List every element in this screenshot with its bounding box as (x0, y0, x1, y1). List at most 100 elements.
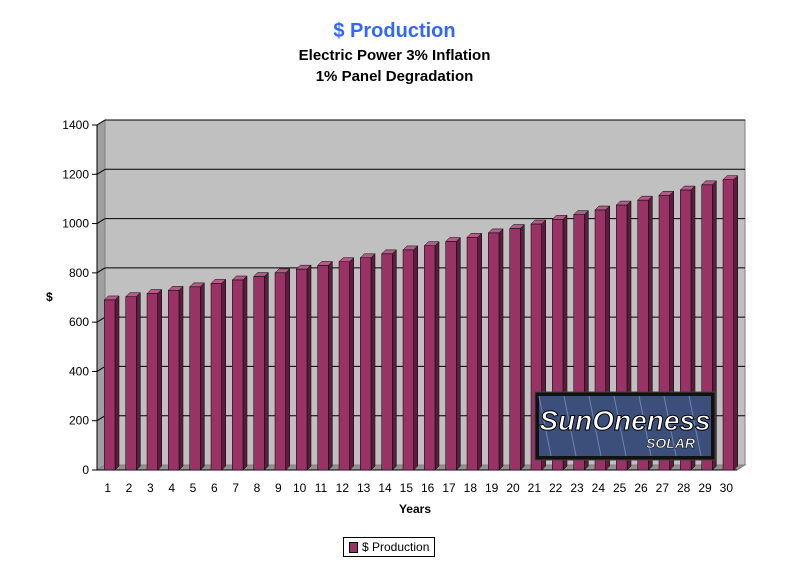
x-tick-label-3: 3 (147, 481, 154, 495)
bar-28 (680, 189, 692, 471)
x-tick-label-27: 27 (656, 481, 670, 495)
x-tick-label-17: 17 (442, 481, 456, 495)
y-tick-label-0: 0 (82, 463, 89, 477)
bar-side-12 (349, 257, 354, 471)
bar-side-30 (733, 175, 738, 471)
bar-23 (573, 214, 585, 471)
x-tick-label-9: 9 (275, 481, 282, 495)
legend-label: $ Production (362, 540, 430, 554)
bar-side-4 (178, 285, 184, 471)
logo-panel-line-6 (688, 395, 702, 457)
bar-side-20 (520, 223, 525, 471)
bar-side-17 (456, 236, 461, 471)
x-tick-label-25: 25 (613, 481, 627, 495)
x-tick-label-8: 8 (254, 481, 261, 495)
x-tick-label-16: 16 (421, 481, 435, 495)
x-tick-label-23: 23 (570, 481, 584, 495)
legend: $ Production (343, 537, 436, 557)
x-tick-label-24: 24 (592, 481, 606, 495)
x-tick-label-22: 22 (549, 481, 563, 495)
bar-side-10 (306, 264, 312, 471)
bar-22 (552, 219, 564, 471)
logo-panel-line-5 (663, 395, 677, 457)
x-tick-label-19: 19 (485, 481, 499, 495)
x-tick-label-7: 7 (232, 481, 239, 495)
logo-subtext: SOLAR (646, 435, 696, 451)
bar-8 (253, 276, 265, 471)
x-tick-label-5: 5 (190, 481, 197, 495)
x-tick-label-26: 26 (634, 481, 648, 495)
legend-swatch (349, 541, 358, 553)
bar-14 (381, 253, 393, 471)
gridline-diag-2 (96, 366, 106, 372)
gridline-diag-6 (96, 168, 106, 175)
logo-panel-line-2 (588, 395, 602, 457)
bar-24 (594, 209, 606, 471)
logo-text: SunOneness (539, 405, 710, 436)
bar-17 (445, 241, 457, 471)
gridline-diag-4 (96, 267, 106, 274)
chart-title: $ Production (333, 20, 456, 42)
x-tick-label-30: 30 (720, 481, 734, 495)
chart-subtitle-line-1: Electric Power 3% Inflation (298, 47, 491, 64)
x-tick-label-15: 15 (400, 481, 414, 495)
bar-30 (722, 179, 734, 471)
x-tick-label-29: 29 (698, 481, 712, 495)
bar-3 (146, 293, 158, 471)
bar-25 (616, 204, 628, 471)
bar-side-3 (157, 288, 162, 471)
x-tick-label-13: 13 (357, 481, 371, 495)
bar-9 (274, 272, 286, 471)
bar-side-15 (413, 245, 418, 471)
gridline-diag-3 (96, 316, 106, 323)
logo-panel-line-1 (563, 395, 577, 457)
bar-18 (466, 237, 478, 471)
bar-21 (530, 223, 542, 471)
bar-12 (338, 261, 350, 471)
bar-side-7 (242, 275, 248, 471)
bar-side-14 (392, 249, 397, 471)
bar-side-13 (370, 253, 376, 471)
bar-10 (296, 268, 308, 471)
y-tick-label-1: 200 (69, 414, 89, 428)
x-tick-label-28: 28 (677, 481, 691, 495)
y-tick-label-7: 1400 (62, 118, 89, 132)
gridline-diag-1 (96, 415, 106, 422)
bar-6 (210, 283, 222, 471)
x-axis-label: Years (398, 502, 432, 516)
logo-panel (539, 396, 711, 456)
bar-7 (232, 279, 244, 471)
logo-panel-line-4 (638, 395, 652, 457)
y-tick-label-3: 600 (69, 315, 89, 329)
plot-side-wall (96, 119, 106, 471)
bar-4 (168, 290, 180, 471)
x-tick-label-21: 21 (528, 481, 542, 495)
logo-panel-line-0 (538, 395, 552, 457)
bar-26 (637, 199, 649, 471)
y-tick-label-5: 1000 (62, 217, 89, 231)
x-tick-label-12: 12 (336, 481, 350, 495)
x-tick-label-2: 2 (126, 481, 133, 495)
bar-1 (104, 299, 116, 471)
bar-15 (402, 249, 414, 471)
bar-side-16 (434, 241, 440, 471)
bar-side-5 (200, 282, 205, 471)
bar-13 (360, 257, 372, 471)
bar-16 (424, 245, 436, 471)
y-axis-label: $ (46, 290, 53, 304)
x-tick-label-18: 18 (464, 481, 478, 495)
bar-side-18 (477, 232, 482, 471)
bar-side-19 (498, 228, 504, 471)
bar-2 (125, 296, 137, 471)
x-tick-label-14: 14 (378, 481, 392, 495)
x-tick-label-6: 6 (211, 481, 218, 495)
bar-side-2 (136, 292, 141, 471)
y-tick-label-4: 800 (69, 266, 89, 280)
bar-side-6 (221, 278, 226, 471)
gridline-diag-5 (96, 218, 106, 224)
bar-side-8 (264, 271, 269, 471)
bar-29 (701, 184, 713, 471)
y-tick-label-2: 400 (69, 364, 89, 378)
x-tick-label-11: 11 (315, 481, 328, 495)
